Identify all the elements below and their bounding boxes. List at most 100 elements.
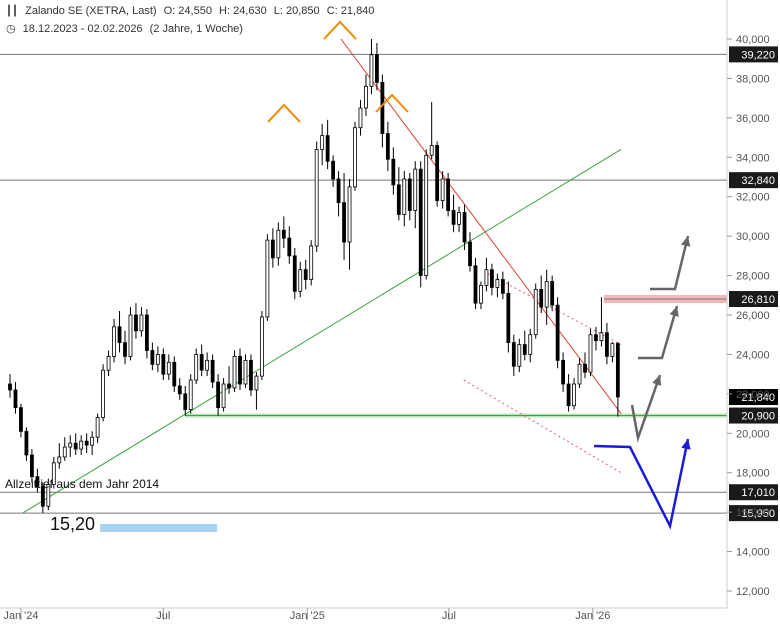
- candle-body: [199, 354, 204, 371]
- candle: [336, 171, 341, 217]
- candle: [610, 342, 615, 363]
- candle-body: [522, 344, 527, 355]
- candle-body: [566, 383, 571, 407]
- price-tag-label: 26,810: [741, 294, 775, 306]
- candle-body: [391, 158, 396, 186]
- candle: [572, 378, 576, 410]
- peak-marker: [323, 20, 357, 40]
- x-tick-label: Jan '25: [290, 610, 325, 622]
- candle-body: [605, 332, 609, 357]
- candle: [40, 482, 45, 514]
- candle: [490, 263, 494, 296]
- candle-body: [221, 383, 226, 409]
- y-tick-label: 14,000: [736, 547, 770, 559]
- close-value: C: 21,840: [326, 5, 375, 17]
- candle-body: [457, 212, 461, 225]
- candle: [210, 354, 215, 388]
- candle: [320, 123, 325, 166]
- candle-body: [139, 314, 144, 332]
- candle: [150, 342, 155, 371]
- peak-marker: [267, 103, 301, 123]
- candle-body: [440, 178, 445, 202]
- candle-body: [51, 462, 56, 485]
- candle: [183, 385, 188, 416]
- candlestick-chart-icon: ┃┃: [6, 6, 19, 17]
- candle-body: [544, 281, 549, 308]
- candle: [418, 161, 423, 288]
- candle: [134, 303, 138, 339]
- candle: [347, 178, 352, 270]
- candle-body: [183, 393, 188, 411]
- channel-dotted-line: [487, 273, 622, 346]
- candle: [528, 328, 533, 363]
- candle: [254, 372, 259, 410]
- x-tick-label: Jul: [156, 610, 170, 622]
- trendline-support: [22, 148, 622, 514]
- candle: [407, 173, 412, 221]
- candle-body: [429, 145, 434, 156]
- candle: [90, 431, 95, 455]
- candle: [331, 155, 336, 187]
- candle: [577, 358, 582, 388]
- candle: [495, 273, 500, 298]
- candle-body: [260, 316, 264, 377]
- candle: [615, 342, 620, 417]
- candle: [303, 259, 308, 290]
- candle-body: [303, 269, 308, 280]
- candle: [51, 456, 56, 489]
- peak-marker: [375, 93, 409, 113]
- candle-body: [177, 385, 182, 395]
- projection-arrow-grey-2-head: [669, 306, 679, 317]
- candle: [106, 350, 111, 377]
- candle: [605, 322, 609, 365]
- candle-body: [73, 442, 78, 450]
- candle-body: [528, 334, 533, 355]
- open-value: O: 24,550: [163, 5, 212, 17]
- projection-arrow-grey-3-head: [680, 236, 691, 247]
- all-time-low-label: Allzeittief aus dem Jahr 2014: [5, 477, 159, 491]
- candle-body: [588, 334, 593, 373]
- candle: [177, 378, 182, 400]
- candle: [249, 354, 253, 396]
- candle: [440, 171, 445, 209]
- all-time-low-bar: [100, 524, 217, 532]
- candle-body: [161, 354, 166, 375]
- low-value: L: 20,850: [273, 5, 320, 17]
- candle-body: [150, 350, 155, 365]
- candle: [35, 468, 40, 493]
- candle-body: [314, 148, 319, 247]
- candle-body: [270, 239, 275, 259]
- price-tag-label: 17,010: [741, 487, 775, 499]
- candle: [353, 121, 357, 191]
- candle-body: [79, 440, 84, 450]
- candle-body: [30, 454, 34, 478]
- projection-arrow-grey-2: [638, 305, 679, 360]
- candle-body: [446, 178, 451, 211]
- candle: [550, 275, 555, 312]
- candle-body: [511, 342, 516, 367]
- candle: [161, 348, 166, 381]
- candle-body: [320, 135, 325, 150]
- candle-body: [46, 484, 51, 507]
- candle: [8, 374, 12, 398]
- channel-dotted-line: [463, 379, 622, 474]
- candle: [227, 366, 231, 394]
- candle: [287, 226, 292, 264]
- y-tick-label: 16,000: [736, 507, 770, 519]
- candle: [265, 234, 270, 321]
- candle: [462, 204, 467, 250]
- candle: [364, 74, 368, 116]
- projection-arrow-grey-3: [650, 235, 690, 291]
- projection-arrow-grey-1-head: [652, 375, 662, 386]
- candle-body: [561, 359, 566, 385]
- y-tick-label: 34,000: [736, 152, 770, 164]
- candle: [325, 119, 330, 170]
- candle: [435, 141, 440, 207]
- price-tag-label: 39,220: [741, 49, 775, 61]
- candle: [583, 352, 587, 379]
- price-tag-box: [729, 484, 778, 501]
- price-tag-label: 20,900: [741, 411, 775, 423]
- candle-body: [227, 383, 231, 389]
- candle: [30, 449, 34, 483]
